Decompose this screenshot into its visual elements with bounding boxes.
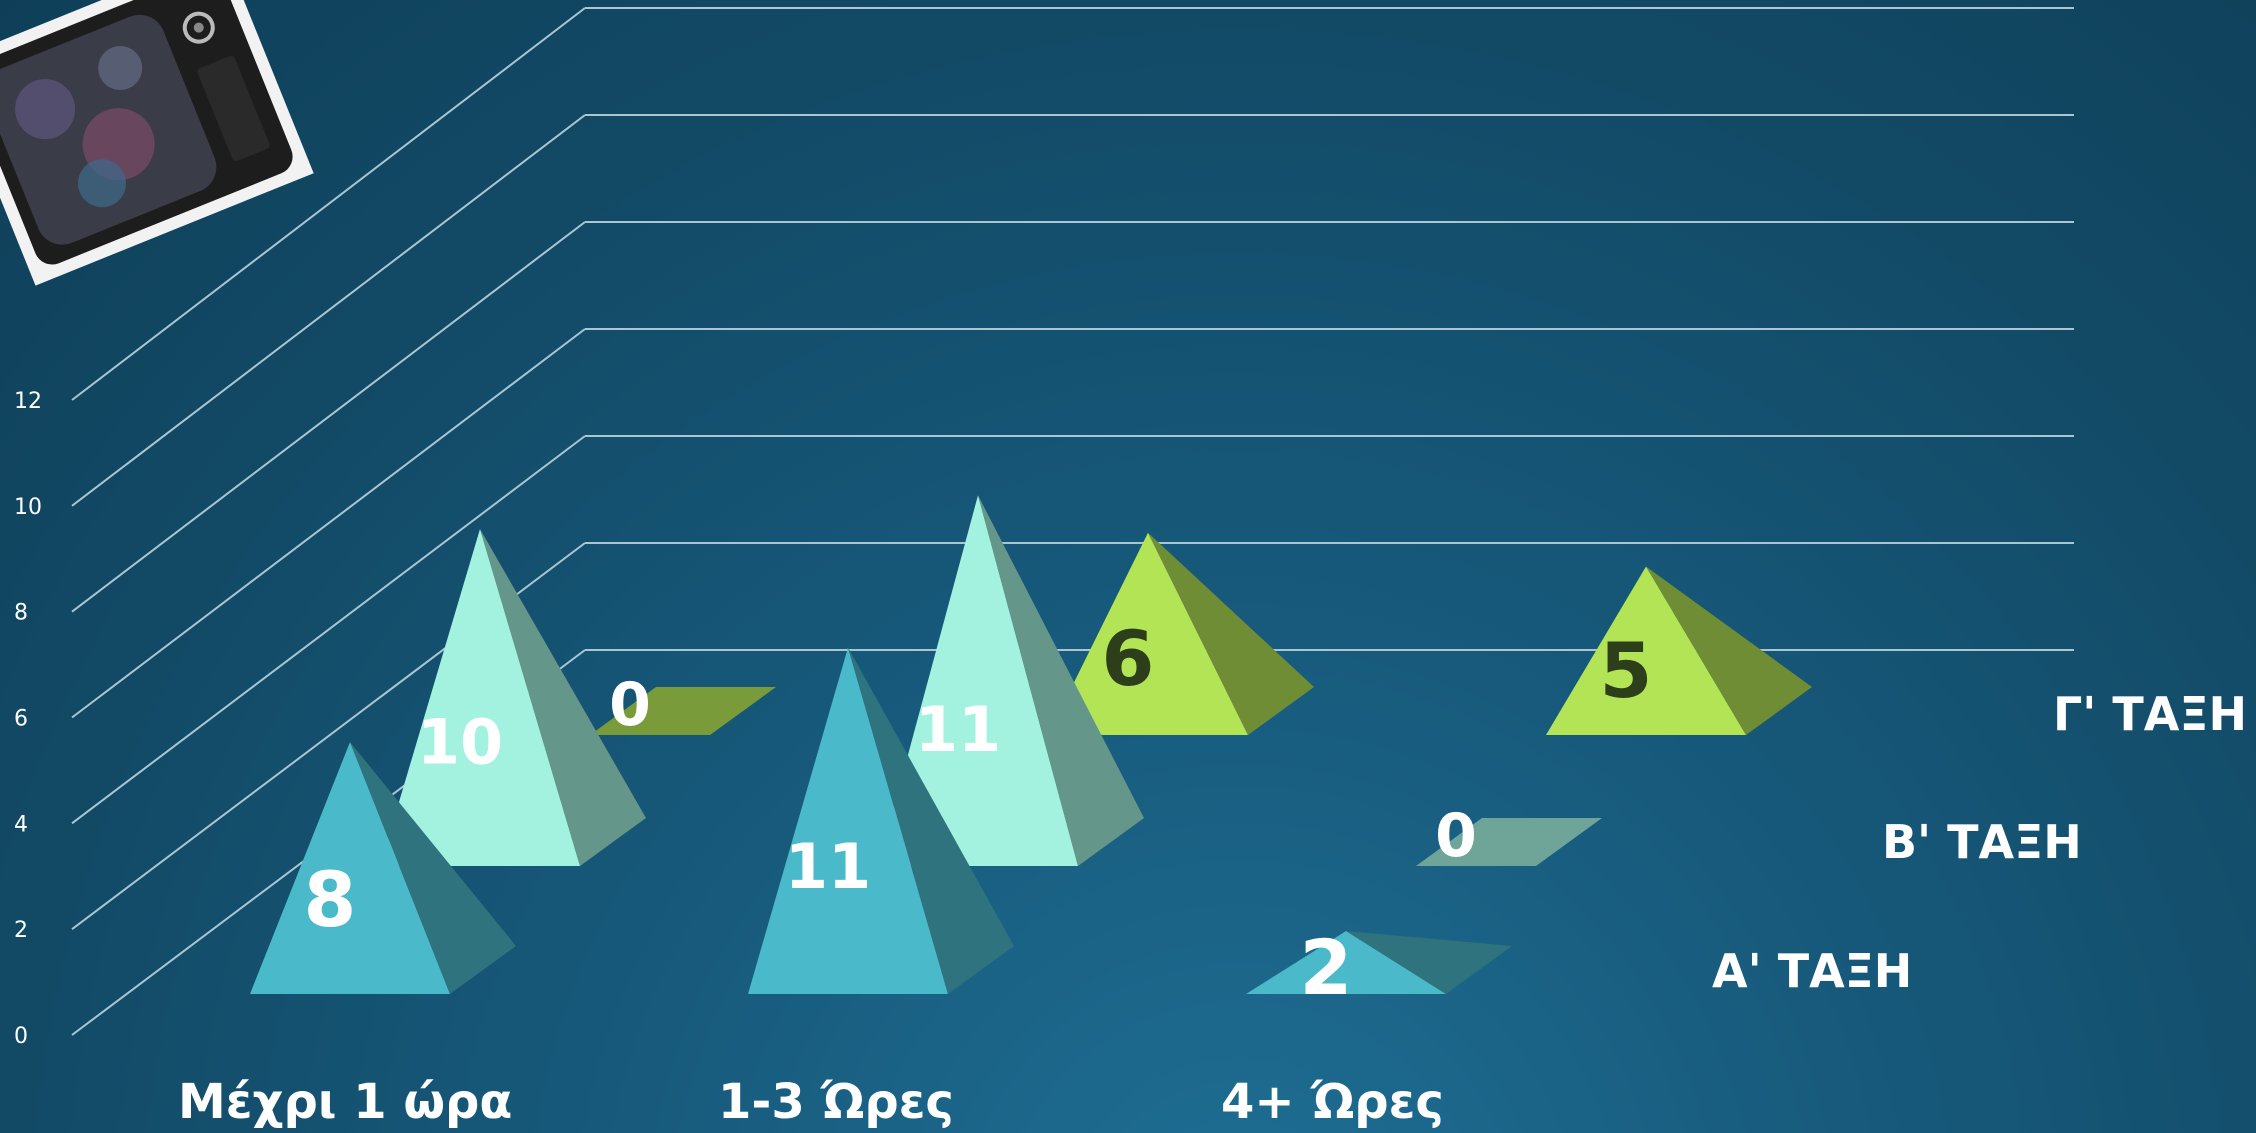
category-label: 1-3 Ώρες	[718, 1074, 954, 1130]
y-tick-label: 0	[14, 1024, 28, 1049]
y-tick-label: 10	[14, 495, 42, 520]
pyramid-side-face	[1646, 566, 1812, 735]
gridline-diagonal	[71, 328, 586, 719]
pyramid-front-face	[250, 742, 450, 994]
gridline-diagonal	[71, 221, 586, 613]
y-tick-label: 4	[14, 812, 28, 837]
series-label: Γ' ΤΑΞΗ	[2053, 687, 2247, 741]
pyramid-front-face	[380, 528, 580, 866]
data-label: 11	[785, 830, 871, 903]
data-label: 5	[1600, 626, 1653, 715]
pyramid-front-face	[1246, 931, 1446, 994]
series-label: Α' ΤΑΞΗ	[1712, 944, 1912, 998]
data-label: 0	[1435, 801, 1477, 871]
series-label: Β' ΤΑΞΗ	[1882, 815, 2082, 869]
data-label: 6	[1102, 614, 1155, 703]
data-label: 0	[609, 670, 651, 740]
category-label: Μέχρι 1 ώρα	[178, 1074, 512, 1130]
y-tick-label: 2	[14, 918, 28, 943]
data-label: 10	[417, 705, 503, 778]
pyramid-side-face	[1346, 931, 1512, 994]
gridline-diagonal	[71, 435, 586, 825]
pyramid-front-face	[1546, 566, 1746, 735]
pyramid-zero-slab	[590, 687, 776, 735]
gridline-diagonal	[71, 114, 586, 507]
gridline-diagonal	[71, 7, 586, 401]
pyramid-front-face	[878, 495, 1078, 866]
data-label: 2	[1300, 923, 1353, 1012]
y-tick-label: 12	[14, 389, 42, 414]
y-tick-label: 8	[14, 601, 28, 626]
pyramid-side-face	[480, 528, 646, 866]
data-label: 8	[304, 855, 357, 944]
y-tick-label: 6	[14, 707, 28, 732]
data-label: 11	[915, 693, 1001, 766]
pyramid-front-face	[1048, 532, 1248, 735]
pyramid-zero-slab	[1416, 818, 1602, 866]
pyramid-side-face	[350, 742, 516, 994]
retro-tv-photo-icon	[0, 0, 334, 321]
category-label: 4+ Ώρες	[1221, 1074, 1444, 1130]
pyramid-side-face	[848, 647, 1014, 994]
pyramid-side-face	[978, 495, 1144, 866]
pyramid-side-face	[1148, 532, 1314, 735]
pyramid-front-face	[748, 647, 948, 994]
